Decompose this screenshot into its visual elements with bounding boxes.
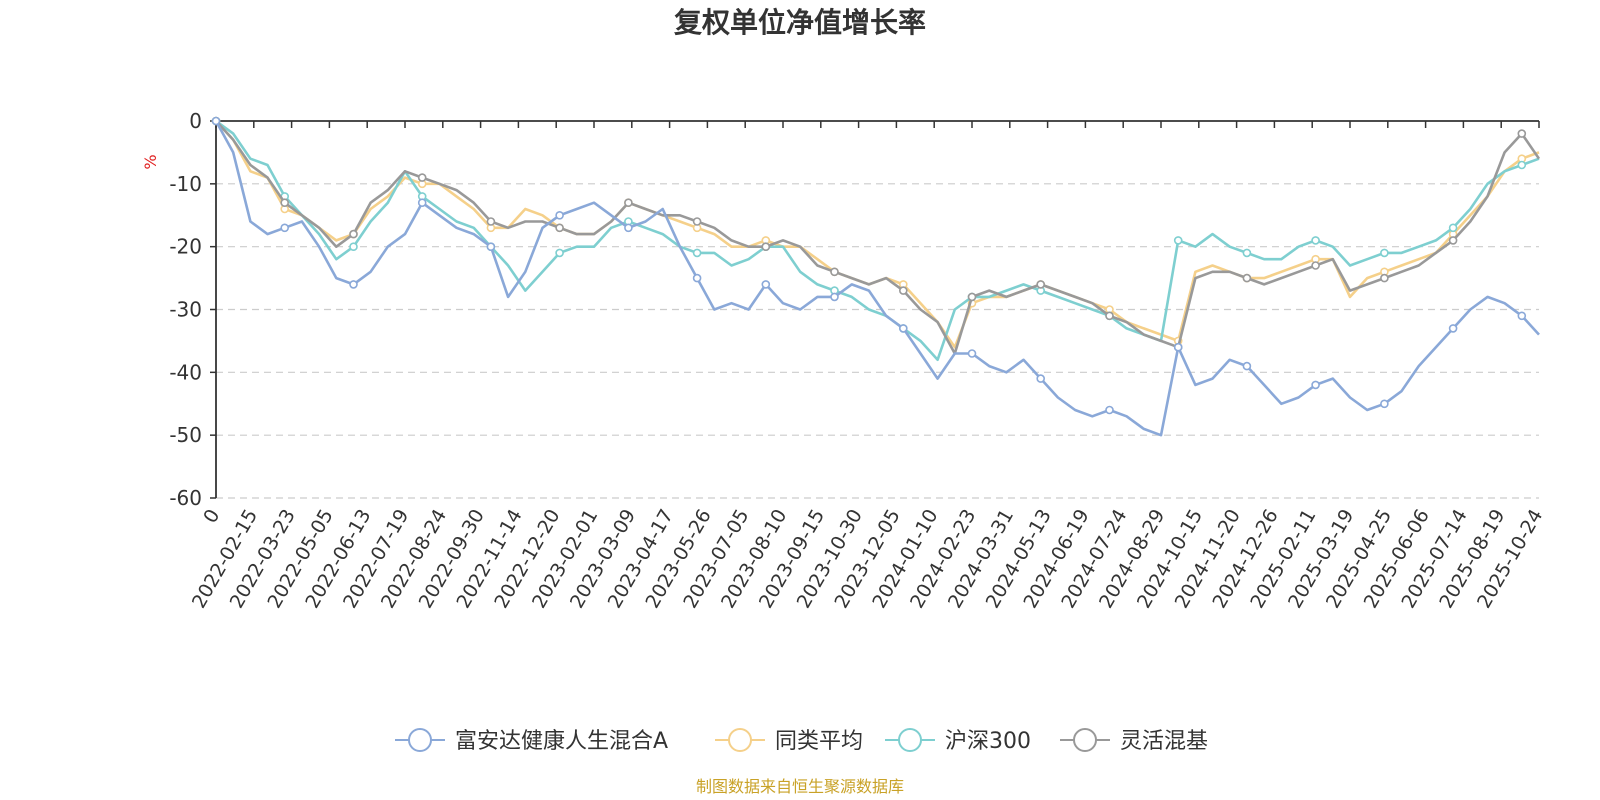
data-point (1105, 405, 1114, 415)
data-point (486, 242, 496, 251)
axes: 0-10-20-30-40-50-6002022-02-152022-03-23… (169, 109, 1547, 612)
legend-marker (728, 728, 752, 752)
data-point (1242, 361, 1252, 371)
data-point (486, 217, 496, 226)
data-point (349, 229, 358, 239)
series-line-3 (215, 120, 1541, 355)
data-point (830, 267, 839, 277)
data-point (280, 223, 290, 233)
data-point (692, 273, 702, 283)
data-point (1380, 399, 1389, 409)
data-point (624, 223, 633, 233)
series-line-2 (215, 119, 1540, 362)
data-point (1448, 236, 1458, 245)
data-point (1105, 311, 1114, 321)
data-point (1517, 311, 1527, 321)
y-tick-label: -50 (169, 423, 202, 447)
legend-item-0[interactable]: 富安达健康人生混合A (395, 728, 668, 754)
data-point (692, 217, 702, 226)
data-point (1242, 248, 1252, 258)
data-source-note: 制图数据来自恒生聚源数据库 (696, 777, 904, 796)
data-point (1311, 380, 1320, 390)
legend-label: 沪深300 (945, 729, 1031, 754)
y-tick-label: -30 (169, 298, 202, 322)
y-tick-label: 0 (189, 109, 202, 133)
data-point (1380, 273, 1389, 283)
data-point (555, 211, 564, 220)
legend-item-2[interactable]: 沪深300 (885, 728, 1031, 754)
data-point (1242, 273, 1252, 283)
y-axis-label: % (141, 154, 160, 169)
data-point (692, 248, 702, 258)
data-point (555, 223, 564, 233)
data-point (1036, 374, 1045, 383)
legend-label: 灵活混基 (1120, 729, 1208, 754)
data-point (1448, 324, 1458, 333)
data-point (898, 324, 908, 333)
data-point (1036, 280, 1045, 289)
data-point (555, 248, 564, 258)
data-point (761, 280, 771, 289)
data-point (417, 173, 427, 182)
y-tick-label: -40 (169, 360, 202, 384)
data-point (624, 198, 633, 207)
legend-marker (408, 728, 432, 752)
data-point (1380, 248, 1389, 258)
legend-item-1[interactable]: 同类平均 (715, 728, 863, 754)
data-point (967, 349, 977, 358)
data-point (1517, 160, 1527, 170)
legend[interactable]: 富安达健康人生混合A 同类平均 沪深300 灵活混基 (395, 728, 1208, 754)
legend-marker (1073, 728, 1097, 752)
legend-label: 富安达健康人生混合A (455, 729, 668, 754)
legend-marker (898, 728, 922, 752)
data-point (1311, 261, 1320, 270)
data-point (830, 292, 839, 302)
data-point (417, 198, 427, 207)
data-point (898, 286, 908, 295)
legend-label: 同类平均 (775, 729, 863, 754)
y-tick-label: -10 (169, 172, 202, 196)
data-point (1448, 223, 1458, 233)
legend-item-3[interactable]: 灵活混基 (1060, 728, 1208, 754)
data-point (280, 198, 290, 207)
data-point (1517, 129, 1527, 138)
y-tick-label: -20 (169, 235, 202, 259)
data-point (967, 292, 977, 302)
chart-title: 复权单位净值增长率 (674, 6, 926, 39)
data-point (1173, 342, 1183, 352)
data-point (349, 280, 358, 289)
data-point (349, 242, 358, 251)
data-point (1173, 236, 1183, 245)
series-lines (211, 116, 1541, 437)
data-point (211, 116, 221, 126)
y-tick-label: -60 (169, 486, 202, 510)
grid (216, 183, 1539, 499)
data-point (761, 242, 771, 251)
data-point (1311, 236, 1320, 245)
x-tick-label: 0 (199, 506, 224, 527)
